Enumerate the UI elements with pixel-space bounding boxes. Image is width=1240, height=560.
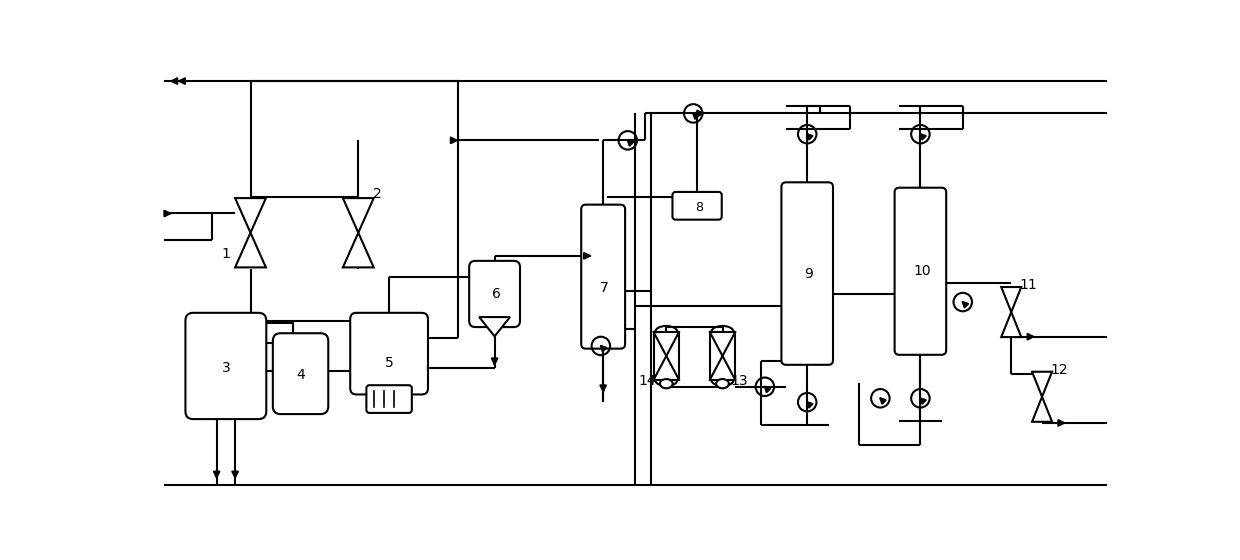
Text: 4: 4 [296,368,305,382]
FancyBboxPatch shape [366,385,412,413]
Text: 10: 10 [913,264,931,278]
FancyBboxPatch shape [469,261,520,327]
Polygon shape [479,317,510,337]
Text: 14: 14 [639,374,656,388]
Text: 11: 11 [1019,278,1037,292]
Text: 6: 6 [492,287,501,301]
FancyBboxPatch shape [672,192,722,220]
Text: 9: 9 [805,267,813,281]
Polygon shape [1032,372,1052,396]
Text: 1: 1 [222,248,231,262]
Text: 3: 3 [222,361,231,375]
Polygon shape [1001,287,1022,312]
Text: 5: 5 [384,356,393,370]
FancyBboxPatch shape [273,333,329,414]
Polygon shape [236,198,265,233]
Polygon shape [343,198,373,233]
FancyBboxPatch shape [781,183,833,365]
Text: 8: 8 [694,201,703,214]
Polygon shape [709,332,735,380]
Ellipse shape [717,379,729,388]
Polygon shape [343,233,373,267]
Text: 7: 7 [600,281,609,295]
Text: 2: 2 [373,187,382,201]
FancyBboxPatch shape [582,204,625,349]
Text: 13: 13 [730,374,748,388]
FancyBboxPatch shape [894,188,946,355]
Text: 12: 12 [1050,363,1068,377]
Polygon shape [236,233,265,267]
Ellipse shape [660,379,672,388]
Polygon shape [1032,396,1052,422]
FancyBboxPatch shape [186,313,267,419]
Polygon shape [653,332,680,380]
FancyBboxPatch shape [350,313,428,394]
Polygon shape [1001,312,1022,337]
